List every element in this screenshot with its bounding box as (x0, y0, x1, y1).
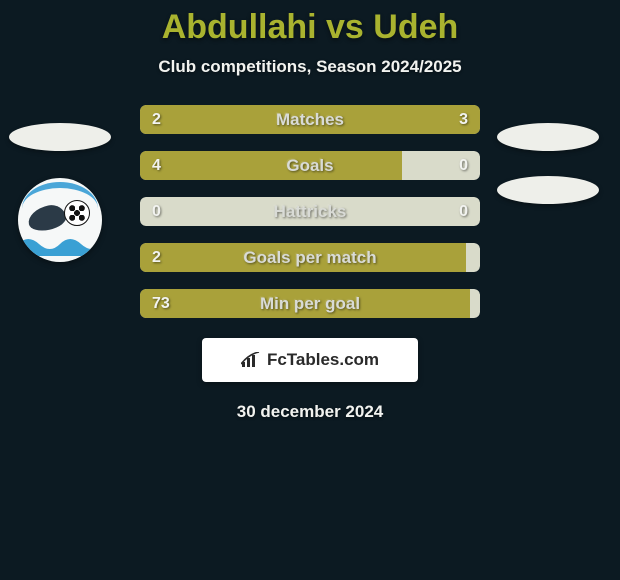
page-title: Abdullahi vs Udeh (162, 8, 459, 47)
brand-text: FcTables.com (267, 350, 379, 370)
stat-label: Min per goal (140, 289, 480, 318)
club-badge-graphic (18, 178, 102, 262)
stat-value-right: 3 (459, 105, 468, 134)
bar-chart-icon (241, 352, 261, 368)
club-badge-left (18, 178, 102, 262)
soccer-ball-icon (64, 200, 90, 226)
date-text: 30 december 2024 (237, 402, 384, 422)
waves-icon (18, 226, 102, 256)
stat-row-matches: 2 Matches 3 (140, 105, 480, 134)
brand-box: FcTables.com (202, 338, 418, 382)
player-right-oval-1 (497, 123, 599, 151)
stat-row-hattricks: 0 Hattricks 0 (140, 197, 480, 226)
stat-label: Goals (140, 151, 480, 180)
stat-row-goals-per-match: 2 Goals per match (140, 243, 480, 272)
stat-label: Matches (140, 105, 480, 134)
player-left-oval (9, 123, 111, 151)
comparison-card: Abdullahi vs Udeh Club competitions, Sea… (0, 0, 620, 580)
stat-row-min-per-goal: 73 Min per goal (140, 289, 480, 318)
subtitle: Club competitions, Season 2024/2025 (158, 57, 461, 77)
stat-label: Hattricks (140, 197, 480, 226)
stat-value-right: 0 (459, 151, 468, 180)
player-right-oval-2 (497, 176, 599, 204)
stat-label: Goals per match (140, 243, 480, 272)
stat-value-right: 0 (459, 197, 468, 226)
stat-row-goals: 4 Goals 0 (140, 151, 480, 180)
